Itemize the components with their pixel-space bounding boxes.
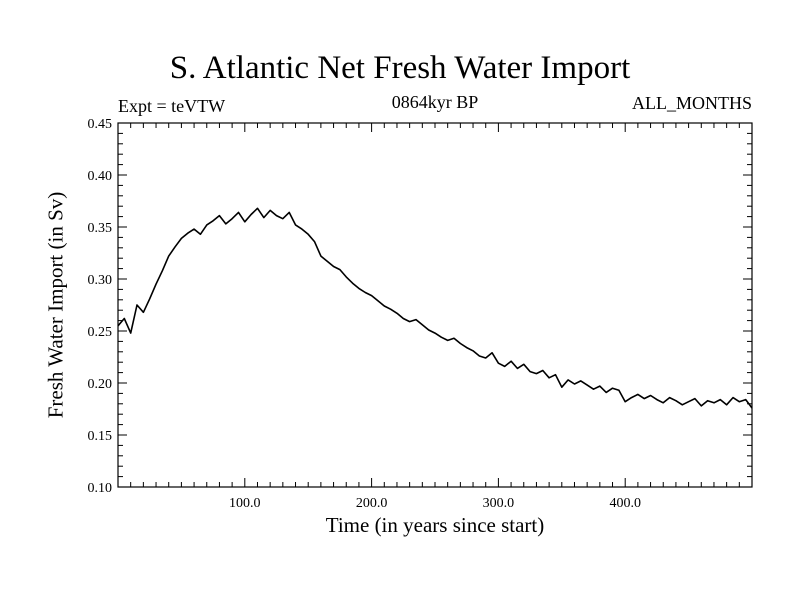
x-tick-label: 100.0 bbox=[229, 496, 261, 511]
period-label: ALL_MONTHS bbox=[632, 93, 752, 113]
x-tick-label: 200.0 bbox=[356, 496, 388, 511]
x-tick-label: 300.0 bbox=[483, 496, 515, 511]
x-axis-label: Time (in years since start) bbox=[325, 513, 545, 537]
y-tick-label: 0.20 bbox=[88, 377, 113, 392]
experiment-label: Expt = teVTW bbox=[118, 96, 226, 116]
y-tick-label: 0.30 bbox=[88, 273, 113, 288]
plot-frame bbox=[117, 122, 753, 488]
y-tick-label: 0.35 bbox=[88, 221, 113, 236]
chart-subtitle: 0864kyr BP bbox=[391, 92, 479, 112]
x-tick-label: 400.0 bbox=[609, 496, 641, 511]
y-tick-label: 0.10 bbox=[88, 481, 113, 496]
y-tick-label: 0.40 bbox=[88, 169, 113, 184]
y-tick-label: 0.15 bbox=[88, 429, 113, 444]
chart-title: S. Atlantic Net Fresh Water Import bbox=[169, 50, 631, 86]
y-tick-label: 0.45 bbox=[88, 117, 113, 132]
y-tick-label: 0.25 bbox=[88, 325, 113, 340]
series-line-fresh_water_import bbox=[117, 207, 753, 409]
